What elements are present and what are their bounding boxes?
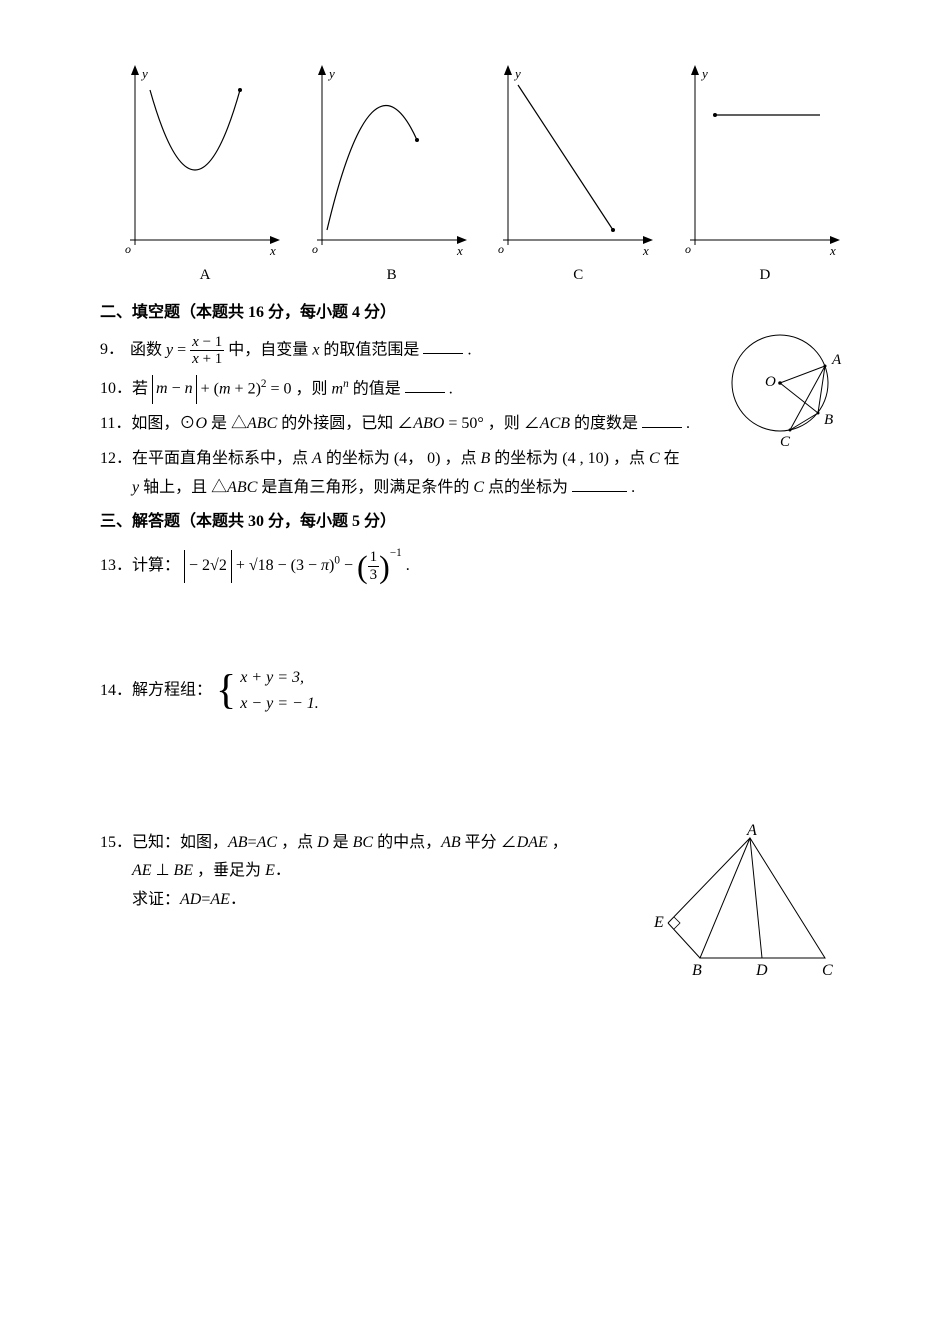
q9-fraction: x − 1 x + 1 <box>190 334 224 368</box>
problem-15-num: 15． <box>100 829 132 858</box>
problem-10-num: 10． <box>100 375 132 404</box>
circle-label-A: A <box>831 352 842 368</box>
graph-a-svg: y x o <box>120 60 290 260</box>
svg-text:x: x <box>642 243 649 258</box>
problem-11: 11． 如图，⊙O 是 △ABC 的外接圆，已知 ∠ABO = 50° ，则 ∠… <box>100 410 710 439</box>
graph-c-label: C <box>573 262 583 289</box>
svg-text:D: D <box>755 962 768 979</box>
problem-14-num: 14． <box>100 677 132 706</box>
graph-d-svg: y x o <box>680 60 850 260</box>
svg-text:C: C <box>822 962 833 979</box>
q12-blank <box>572 476 627 492</box>
problem-11-num: 11． <box>100 410 131 439</box>
problem-14: 14． 解方程组： { x + y = 3, x − y = − 1. <box>100 665 850 716</box>
svg-text:x: x <box>269 243 276 258</box>
circle-figure: O A B C <box>720 318 850 469</box>
section-3-title: 三、解答题（本题共 30 分，每小题 5 分） <box>100 508 850 537</box>
svg-text:o: o <box>312 242 318 256</box>
problem-13: 13． 计算： − 2√2 + √18 − (3 − π)0 − (13)−1 … <box>100 543 850 583</box>
problem-9: 9． 函数 y = x − 1 x + 1 中，自变量 x 的取值范围是 . <box>100 334 710 368</box>
graph-b: y x o B <box>307 60 477 289</box>
circle-label-O: O <box>765 374 776 390</box>
svg-text:o: o <box>125 242 131 256</box>
svg-text:E: E <box>653 914 664 931</box>
svg-text:B: B <box>692 962 702 979</box>
q11-blank <box>642 412 682 428</box>
svg-text:A: A <box>746 823 757 839</box>
q9-blank <box>423 338 463 354</box>
graph-c-svg: y x o <box>493 60 663 260</box>
q14-system: x + y = 3, x − y = − 1. <box>240 665 319 716</box>
q10-blank <box>405 377 445 393</box>
svg-text:y: y <box>327 66 335 81</box>
svg-text:y: y <box>700 66 708 81</box>
graph-a-label: A <box>200 262 211 289</box>
svg-text:y: y <box>140 66 148 81</box>
graph-d-label: D <box>760 262 771 289</box>
problem-10: 10． 若 m − n + (m + 2)2 = 0 ，则 mn 的值是 . <box>100 374 710 404</box>
triangle-figure: A B C D E <box>650 823 850 994</box>
graph-d: y x o D <box>680 60 850 289</box>
circle-label-C: C <box>780 434 791 450</box>
problem-12-num: 12． <box>100 445 132 474</box>
svg-text:x: x <box>829 243 836 258</box>
graph-b-svg: y x o <box>307 60 477 260</box>
q10-abs: m − n <box>152 375 197 404</box>
problem-12: 12． 在平面直角坐标系中，点 A 的坐标为 (4， 0) ，点 B 的坐标为 … <box>100 445 710 503</box>
graphs-row: y x o A y x o B y x <box>100 60 850 289</box>
graph-a: y x o A <box>120 60 290 289</box>
graph-c: y x o C <box>493 60 663 289</box>
svg-text:o: o <box>685 242 691 256</box>
problem-9-num: 9． <box>100 336 130 365</box>
svg-text:o: o <box>498 242 504 256</box>
svg-text:x: x <box>456 243 463 258</box>
problem-13-num: 13． <box>100 552 132 581</box>
graph-b-label: B <box>387 262 397 289</box>
problem-15: 15． 已知：如图，AB=AC ，点 D 是 BC 的中点，AB 平分 ∠DAE… <box>100 829 640 915</box>
svg-text:y: y <box>513 66 521 81</box>
circle-label-B: B <box>824 412 833 428</box>
